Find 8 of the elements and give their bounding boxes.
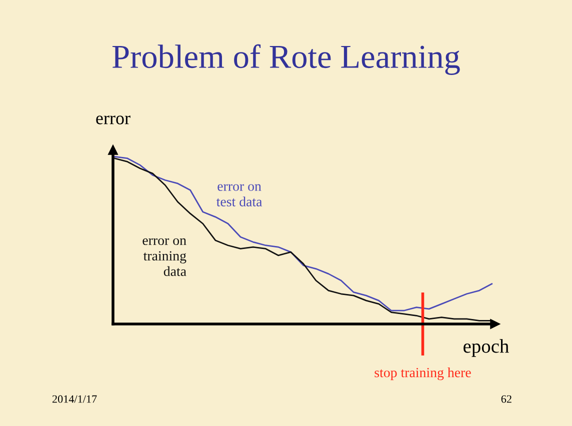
series-label: error on test data	[216, 184, 262, 206]
chart-title: Problem of Rote Learning	[112, 44, 460, 75]
series-label: error on training data	[142, 238, 186, 276]
text: stop training here	[374, 368, 471, 380]
text: 62	[501, 395, 512, 403]
y-axis-title: error	[96, 116, 130, 124]
text: 2014/1/17	[52, 395, 97, 403]
x-axis-title: epoch	[464, 339, 509, 357]
